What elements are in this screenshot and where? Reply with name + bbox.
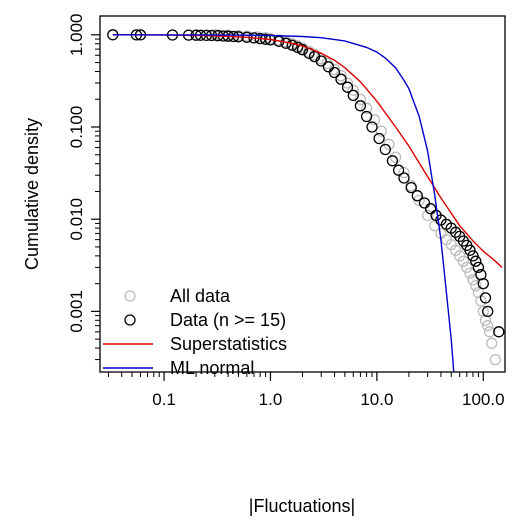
all-data-point	[335, 70, 347, 82]
x-tick-label: 0.1	[152, 390, 176, 409]
data-n15-point	[315, 55, 327, 67]
data-n15-point	[341, 81, 354, 93]
legend-data-n15-symbol	[124, 314, 136, 326]
data-n15-point	[464, 244, 476, 256]
data-n15-point	[450, 226, 462, 238]
all-data-point	[482, 320, 494, 332]
all-data-point	[368, 114, 381, 126]
data-n15-point	[398, 172, 410, 184]
data-n15-point	[373, 132, 385, 145]
data-n15-point	[470, 255, 482, 267]
all-data-point	[450, 244, 462, 256]
plot-frame	[99, 15, 506, 373]
data-n15-point	[493, 326, 505, 338]
data-n15-point	[296, 44, 309, 56]
all-data-point	[375, 125, 387, 137]
legend-all-data-label: All data	[170, 286, 231, 306]
all-data-point	[347, 84, 359, 96]
all-data-point	[389, 151, 402, 163]
data-n15-point	[354, 100, 367, 112]
all-data-point	[341, 77, 354, 89]
all-data-point	[398, 166, 410, 179]
legend: All data Data (n >= 15) Superstatistics ML …	[103, 286, 287, 378]
data-n15-point	[347, 89, 359, 102]
data-n15-point	[424, 203, 437, 215]
ml-normal-line	[112, 34, 455, 372]
y-tick-label: 0.100	[67, 106, 86, 149]
data-n15-point	[479, 292, 492, 304]
x-axis-label: |Fluctuations|	[249, 496, 355, 516]
data-n15-point	[322, 61, 335, 73]
all-data-point	[464, 267, 476, 279]
data-n15-point	[335, 73, 347, 85]
data-n15-point	[467, 250, 479, 262]
all-data-point	[486, 337, 498, 349]
legend-data-n15-label: Data (n >= 15)	[170, 310, 286, 330]
all-data-point	[421, 209, 434, 222]
legend-superstatistics-label: Superstatistics	[170, 334, 287, 354]
data-n15-point	[405, 181, 417, 194]
superstatistics-line	[112, 34, 503, 268]
all-data-point	[360, 102, 373, 114]
y-tick-label: 0.001	[67, 290, 86, 333]
all-data-point	[457, 255, 470, 267]
data-n15-point	[379, 143, 391, 156]
all-data-point	[470, 280, 482, 292]
all-data-point	[328, 63, 341, 76]
data-n15-point	[482, 305, 494, 318]
data-n15-point	[392, 164, 405, 176]
all-data-point	[467, 274, 479, 286]
data-n15-point	[418, 197, 431, 209]
data-n15-point	[472, 261, 485, 274]
x-tick-label: 100.0	[462, 390, 505, 409]
data-n15-point	[411, 190, 423, 202]
all-data-point	[461, 261, 473, 274]
all-data-point	[484, 326, 496, 338]
y-tick-label: 0.010	[67, 198, 86, 241]
data-n15-point	[328, 66, 341, 79]
data-n15-point	[360, 110, 373, 123]
all-data-point	[472, 286, 485, 299]
x-tick-label: 10.0	[360, 390, 393, 409]
data-n15-point	[366, 121, 378, 133]
y-axis-label: Cumulative density	[22, 118, 42, 270]
data-n15-point	[477, 277, 489, 290]
y-tick-label: 1.000	[67, 14, 86, 57]
legend-all-data-symbol	[124, 290, 136, 302]
legend-ml-normal-label: ML normal	[170, 358, 254, 378]
all-data-point	[489, 353, 502, 366]
data-n15-point	[386, 155, 399, 167]
x-tick-label: 1.0	[259, 390, 283, 409]
